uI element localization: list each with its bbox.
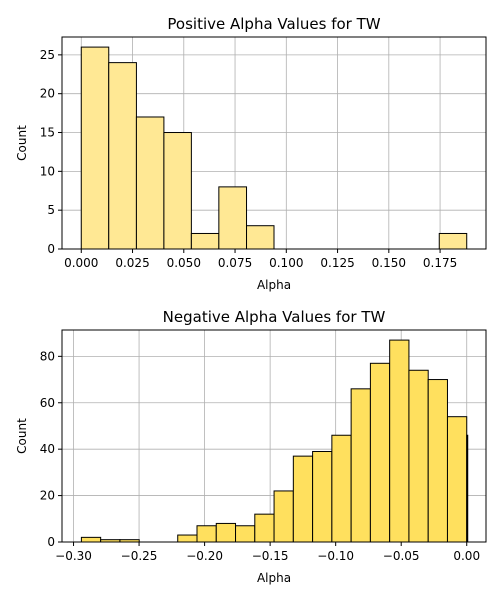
x-tick-label: 0.150	[372, 256, 406, 270]
histogram-bar	[196, 525, 217, 543]
histogram-bar	[80, 536, 102, 543]
y-tick-label: 40	[40, 442, 55, 456]
histogram-bar	[446, 416, 468, 543]
histogram-bar	[215, 522, 237, 543]
y-tick-label: 5	[47, 203, 55, 217]
x-tick-label: −0.30	[55, 549, 92, 563]
x-tick-label: −0.25	[121, 549, 158, 563]
histogram-bar	[135, 116, 165, 250]
histogram-bar	[292, 455, 314, 543]
chart-title: Positive Alpha Values for TW	[167, 15, 380, 33]
histogram-bar	[218, 186, 248, 250]
y-tick-label: 60	[40, 396, 55, 410]
y-axis-label: Count	[15, 418, 29, 454]
x-axis-label: Alpha	[257, 571, 291, 585]
histogram-bar	[466, 434, 469, 543]
histogram-bar	[312, 450, 333, 543]
y-tick-label: 20	[40, 87, 55, 101]
histogram-bar	[389, 339, 410, 543]
x-tick-label: −0.05	[383, 549, 420, 563]
y-tick-label: 20	[40, 489, 55, 503]
histogram-bar	[246, 225, 275, 250]
histogram-bar	[427, 379, 448, 543]
histogram-bar	[350, 388, 371, 543]
histogram-bar	[177, 534, 198, 543]
y-tick-label: 10	[40, 164, 55, 178]
x-axis-label: Alpha	[257, 278, 291, 292]
chart-title: Negative Alpha Values for TW	[163, 308, 386, 326]
x-tick-label: −0.10	[317, 549, 354, 563]
x-tick-label: 0.100	[269, 256, 303, 270]
plot-frame	[61, 329, 487, 543]
y-tick-label: 15	[40, 126, 55, 140]
x-tick-label: 0.075	[218, 256, 252, 270]
histogram-bar	[163, 132, 192, 250]
histogram-bar	[80, 46, 110, 250]
y-tick-label: 80	[40, 349, 55, 363]
x-tick-label: −0.15	[252, 549, 289, 563]
x-tick-label: 0.025	[115, 256, 149, 270]
x-tick-label: 0.000	[64, 256, 98, 270]
y-axis-label: Count	[15, 125, 29, 161]
x-tick-label: 0.175	[423, 256, 457, 270]
x-tick-label: 0.00	[453, 549, 480, 563]
histogram-bar	[408, 369, 429, 543]
plot-frame	[61, 36, 487, 250]
histogram-bar	[273, 490, 294, 543]
x-tick-label: 0.050	[167, 256, 201, 270]
x-tick-label: −0.20	[186, 549, 223, 563]
histogram-bar	[254, 513, 275, 543]
histogram-bar	[331, 434, 352, 543]
x-tick-label: 0.125	[320, 256, 354, 270]
histogram-bar	[190, 232, 220, 250]
histogram-bar	[369, 362, 391, 543]
negative-alpha-histogram: −0.30 −0.25 −0.20 −0.15 −0.10 −0.05 0.00 0 20 40 6…	[15, 308, 487, 585]
histogram-bar	[235, 525, 256, 543]
histogram-bar	[438, 232, 468, 250]
y-tick-label: 25	[40, 48, 55, 62]
histogram-bar	[108, 62, 137, 250]
y-tick-label: 0	[47, 535, 55, 549]
y-tick-label: 0	[47, 242, 55, 256]
positive-alpha-histogram: 0.000 0.025 0.050 0.075 0.100 0.125 0.150 0.175…	[15, 15, 487, 292]
